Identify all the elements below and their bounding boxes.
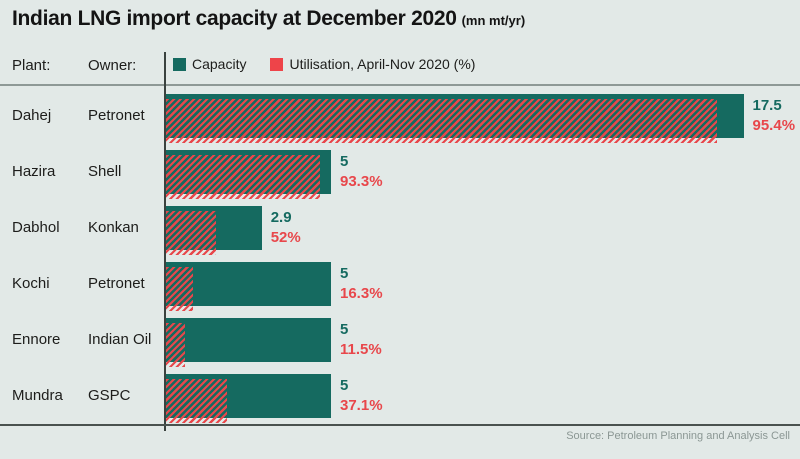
utilisation-value: 52% xyxy=(270,229,301,246)
page-title: Indian LNG import capacity at December 2… xyxy=(12,7,457,30)
capacity-bar xyxy=(166,318,331,362)
utilisation-bar xyxy=(166,379,228,423)
legend-item-capacity: Capacity xyxy=(173,56,246,72)
capacity-value: 5 xyxy=(340,377,349,394)
utilisation-value: 37.1% xyxy=(340,397,383,414)
capacity-value: 5 xyxy=(340,153,349,170)
capacity-value: 5 xyxy=(340,321,349,338)
legend-utilisation-label: Utilisation, April-Nov 2020 (%) xyxy=(289,56,476,72)
bar-value-labels: 5 93.3% xyxy=(340,152,383,192)
utilisation-bar xyxy=(166,211,216,255)
utilisation-swatch-icon xyxy=(270,57,284,71)
header-divider xyxy=(0,84,800,86)
capacity-value: 17.5 xyxy=(752,97,782,114)
chart-row: 5 37.1% xyxy=(166,374,796,423)
legend-capacity-label: Capacity xyxy=(192,56,247,72)
y-axis-line xyxy=(164,52,166,431)
plant-label: Dahej xyxy=(12,107,52,124)
owner-label: Petronet xyxy=(88,275,145,292)
utilisation-value: 11.5% xyxy=(340,341,382,358)
bar-value-labels: 5 37.1% xyxy=(340,376,383,416)
title-unit-note: (mn mt/yr) xyxy=(461,13,526,28)
plant-label: Dabhol xyxy=(12,219,60,236)
plant-column-header: Plant: xyxy=(12,57,51,74)
utilisation-value: 95.4% xyxy=(752,117,796,134)
owner-label: GSPC xyxy=(88,387,131,404)
legend: Capacity Utilisation, April-Nov 2020 (%) xyxy=(173,56,475,72)
bars-area: 17.5 95.4% 5 93.3% 2.9 52% 5 16.3% 5 11.5% 5 37.1% xyxy=(166,94,796,424)
owner-label: Shell xyxy=(88,163,122,180)
owner-column-header: Owner: xyxy=(88,57,137,74)
chart-row: 5 16.3% xyxy=(166,262,796,311)
bottom-divider xyxy=(0,424,800,426)
legend-item-utilisation: Utilisation, April-Nov 2020 (%) xyxy=(270,56,475,72)
capacity-bar xyxy=(166,262,331,306)
owner-label: Indian Oil xyxy=(88,331,152,348)
owner-label: Petronet xyxy=(88,107,145,124)
bar-value-labels: 5 16.3% xyxy=(340,264,383,304)
plant-label: Kochi xyxy=(12,275,50,292)
capacity-swatch-icon xyxy=(173,57,186,71)
utilisation-value: 16.3% xyxy=(340,285,383,302)
chart-row: 2.9 52% xyxy=(166,206,796,255)
source-note: Source: Petroleum Planning and Analysis … xyxy=(566,430,790,442)
bar-value-labels: 2.9 52% xyxy=(271,208,301,248)
utilisation-bar xyxy=(166,99,717,143)
utilisation-bar xyxy=(166,155,320,199)
bar-value-labels: 5 11.5% xyxy=(340,320,382,360)
capacity-value: 5 xyxy=(340,265,349,282)
bar-value-labels: 17.5 95.4% xyxy=(753,96,796,136)
chart-row: 17.5 95.4% xyxy=(166,94,796,143)
chart-title-block: Indian LNG import capacity at December 2… xyxy=(12,7,525,31)
owner-label: Konkan xyxy=(88,219,139,236)
plant-label: Hazira xyxy=(12,163,56,180)
plant-label: Ennore xyxy=(12,331,61,348)
plant-label: Mundra xyxy=(12,387,63,404)
utilisation-bar xyxy=(166,267,193,311)
chart-row: 5 93.3% xyxy=(166,150,796,199)
utilisation-value: 93.3% xyxy=(340,173,383,190)
chart-row: 5 11.5% xyxy=(166,318,796,367)
capacity-value: 2.9 xyxy=(270,209,292,226)
utilisation-bar xyxy=(166,323,185,367)
